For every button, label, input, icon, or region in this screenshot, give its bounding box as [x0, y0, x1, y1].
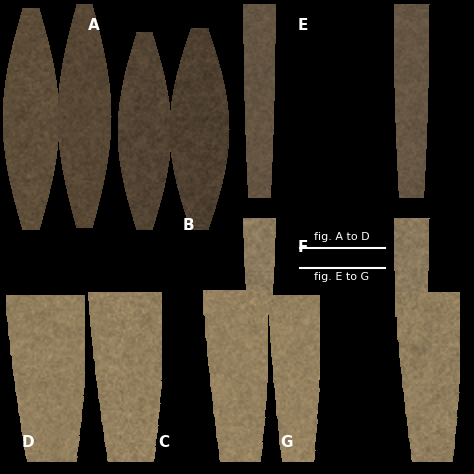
Text: B: B	[183, 218, 195, 233]
Text: fig. A to D: fig. A to D	[314, 232, 370, 242]
Text: fig. E to G: fig. E to G	[314, 272, 370, 282]
Text: D: D	[22, 435, 35, 450]
Text: F: F	[298, 240, 309, 255]
Text: A: A	[88, 18, 100, 33]
Text: E: E	[298, 18, 309, 33]
Text: G: G	[280, 435, 292, 450]
Text: C: C	[158, 435, 169, 450]
